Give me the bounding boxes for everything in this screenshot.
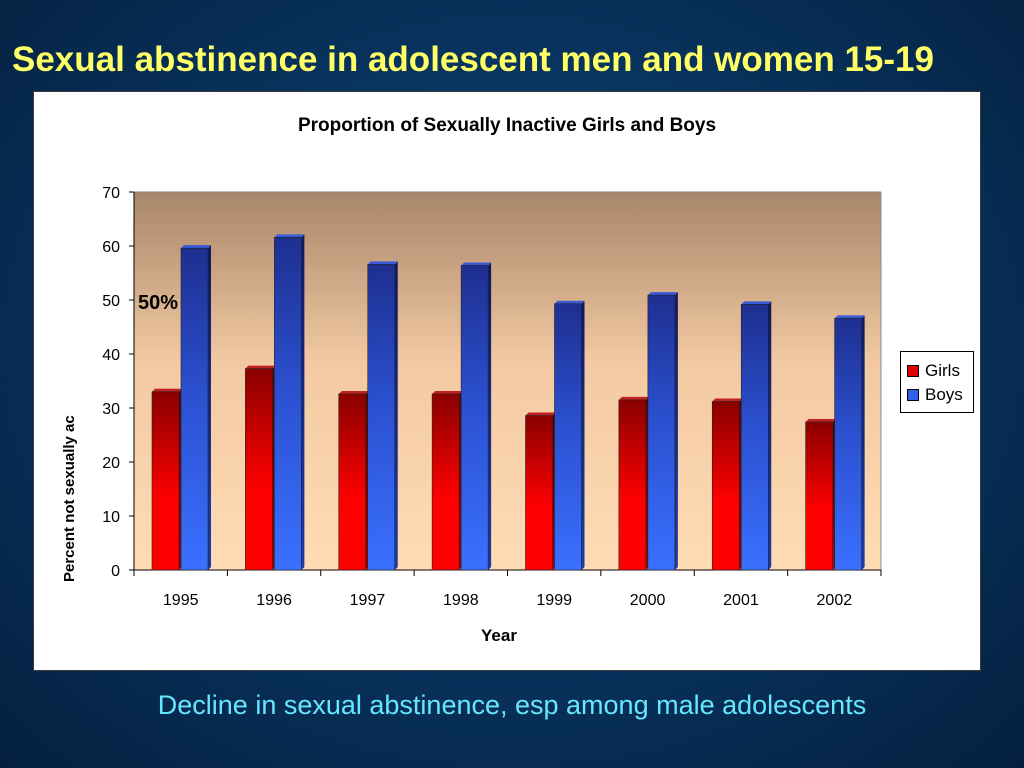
- bar-boys-top: [367, 261, 398, 265]
- bar-girls-top: [338, 390, 369, 394]
- bar-boys: [554, 303, 582, 571]
- bar-boys: [180, 247, 209, 571]
- x-tick-label: 2002: [817, 592, 853, 609]
- bar-girls: [245, 368, 273, 571]
- bar-boys: [460, 265, 489, 571]
- bar-chart: 0 10 20 30 40 50 60 70 1995 1996 1997 1998 1999 2000 2…: [102, 185, 882, 609]
- bar-girls-top: [712, 398, 743, 402]
- slide-subtitle: Decline in sexual abstinence, esp among …: [157, 690, 867, 720]
- bar-boys-side: [861, 315, 865, 570]
- y-tick-label: 0: [111, 563, 120, 580]
- legend-label-girls: Girls: [925, 361, 960, 380]
- y-tick-label: 30: [102, 401, 120, 418]
- bar-boys-side: [768, 301, 772, 570]
- x-tick-label: 1995: [163, 592, 199, 609]
- y-axis-label-container: Percent not sexually ac: [62, 362, 78, 582]
- y-axis-label: Percent not sexually ac: [62, 415, 78, 582]
- x-tick-label: 1997: [350, 592, 386, 609]
- bar-boys: [740, 304, 769, 571]
- x-tick-label: 1996: [256, 592, 292, 609]
- bar-boys: [274, 237, 302, 571]
- bar-boys-top: [647, 292, 678, 296]
- x-tick-label: 2001: [723, 592, 759, 609]
- y-tick-label: 40: [102, 347, 120, 364]
- x-tick-label: 2000: [630, 592, 666, 609]
- y-tick-label: 50: [102, 293, 120, 310]
- y-tick-label: 20: [102, 455, 120, 472]
- bar-girls-top: [525, 412, 556, 416]
- bar-boys-side: [488, 262, 492, 570]
- bar-girls-top: [245, 365, 276, 369]
- bar-boys: [647, 294, 676, 571]
- bar-girls-top: [432, 390, 463, 394]
- legend-label-boys: Boys: [925, 385, 963, 404]
- bar-boys-top: [461, 262, 492, 266]
- bar-boys-side: [581, 300, 585, 570]
- slide-title: Sexual abstinence in adolescent men and …: [12, 40, 934, 79]
- bar-girls: [711, 401, 740, 571]
- bar-boys-top: [181, 245, 211, 249]
- y-tick-label: 70: [102, 185, 120, 202]
- legend: Girls Boys: [900, 351, 974, 413]
- bar-girls: [338, 393, 367, 571]
- bar-boys-side: [394, 261, 398, 570]
- chart-panel: Proportion of Sexually Inactive Girls an…: [33, 91, 981, 671]
- x-tick-label: 1999: [536, 592, 572, 609]
- bar-boys-top: [274, 234, 305, 238]
- y-tick-label: 10: [102, 509, 120, 526]
- y-tick-label: 60: [102, 239, 120, 256]
- bar-boys-side: [301, 234, 305, 571]
- bar-girls: [618, 399, 647, 571]
- bar-boys-side: [674, 292, 678, 570]
- bar-boys-side: [208, 245, 211, 570]
- bar-girls-top: [805, 419, 836, 423]
- x-tick-label: 1998: [443, 592, 479, 609]
- bar-girls: [151, 391, 180, 571]
- bar-girls-top: [152, 388, 182, 392]
- bar-girls: [431, 393, 460, 571]
- bar-boys-top: [741, 301, 772, 305]
- chart-title: Proportion of Sexually Inactive Girls an…: [297, 115, 717, 136]
- legend-swatch-boys: [907, 389, 919, 401]
- legend-swatch-girls: [907, 365, 919, 377]
- bar-boys: [367, 264, 396, 571]
- bar-boys-top: [554, 300, 585, 304]
- bar-boys-top: [834, 315, 865, 319]
- legend-item-boys: Boys: [907, 385, 963, 405]
- bar-boys: [834, 318, 862, 571]
- legend-item-girls: Girls: [907, 361, 960, 381]
- x-axis-label: Year: [481, 626, 517, 645]
- bar-girls-top: [618, 396, 649, 400]
- bar-girls: [525, 415, 553, 571]
- fifty-percent-annotation: 50%: [138, 292, 179, 314]
- bar-girls: [805, 421, 833, 571]
